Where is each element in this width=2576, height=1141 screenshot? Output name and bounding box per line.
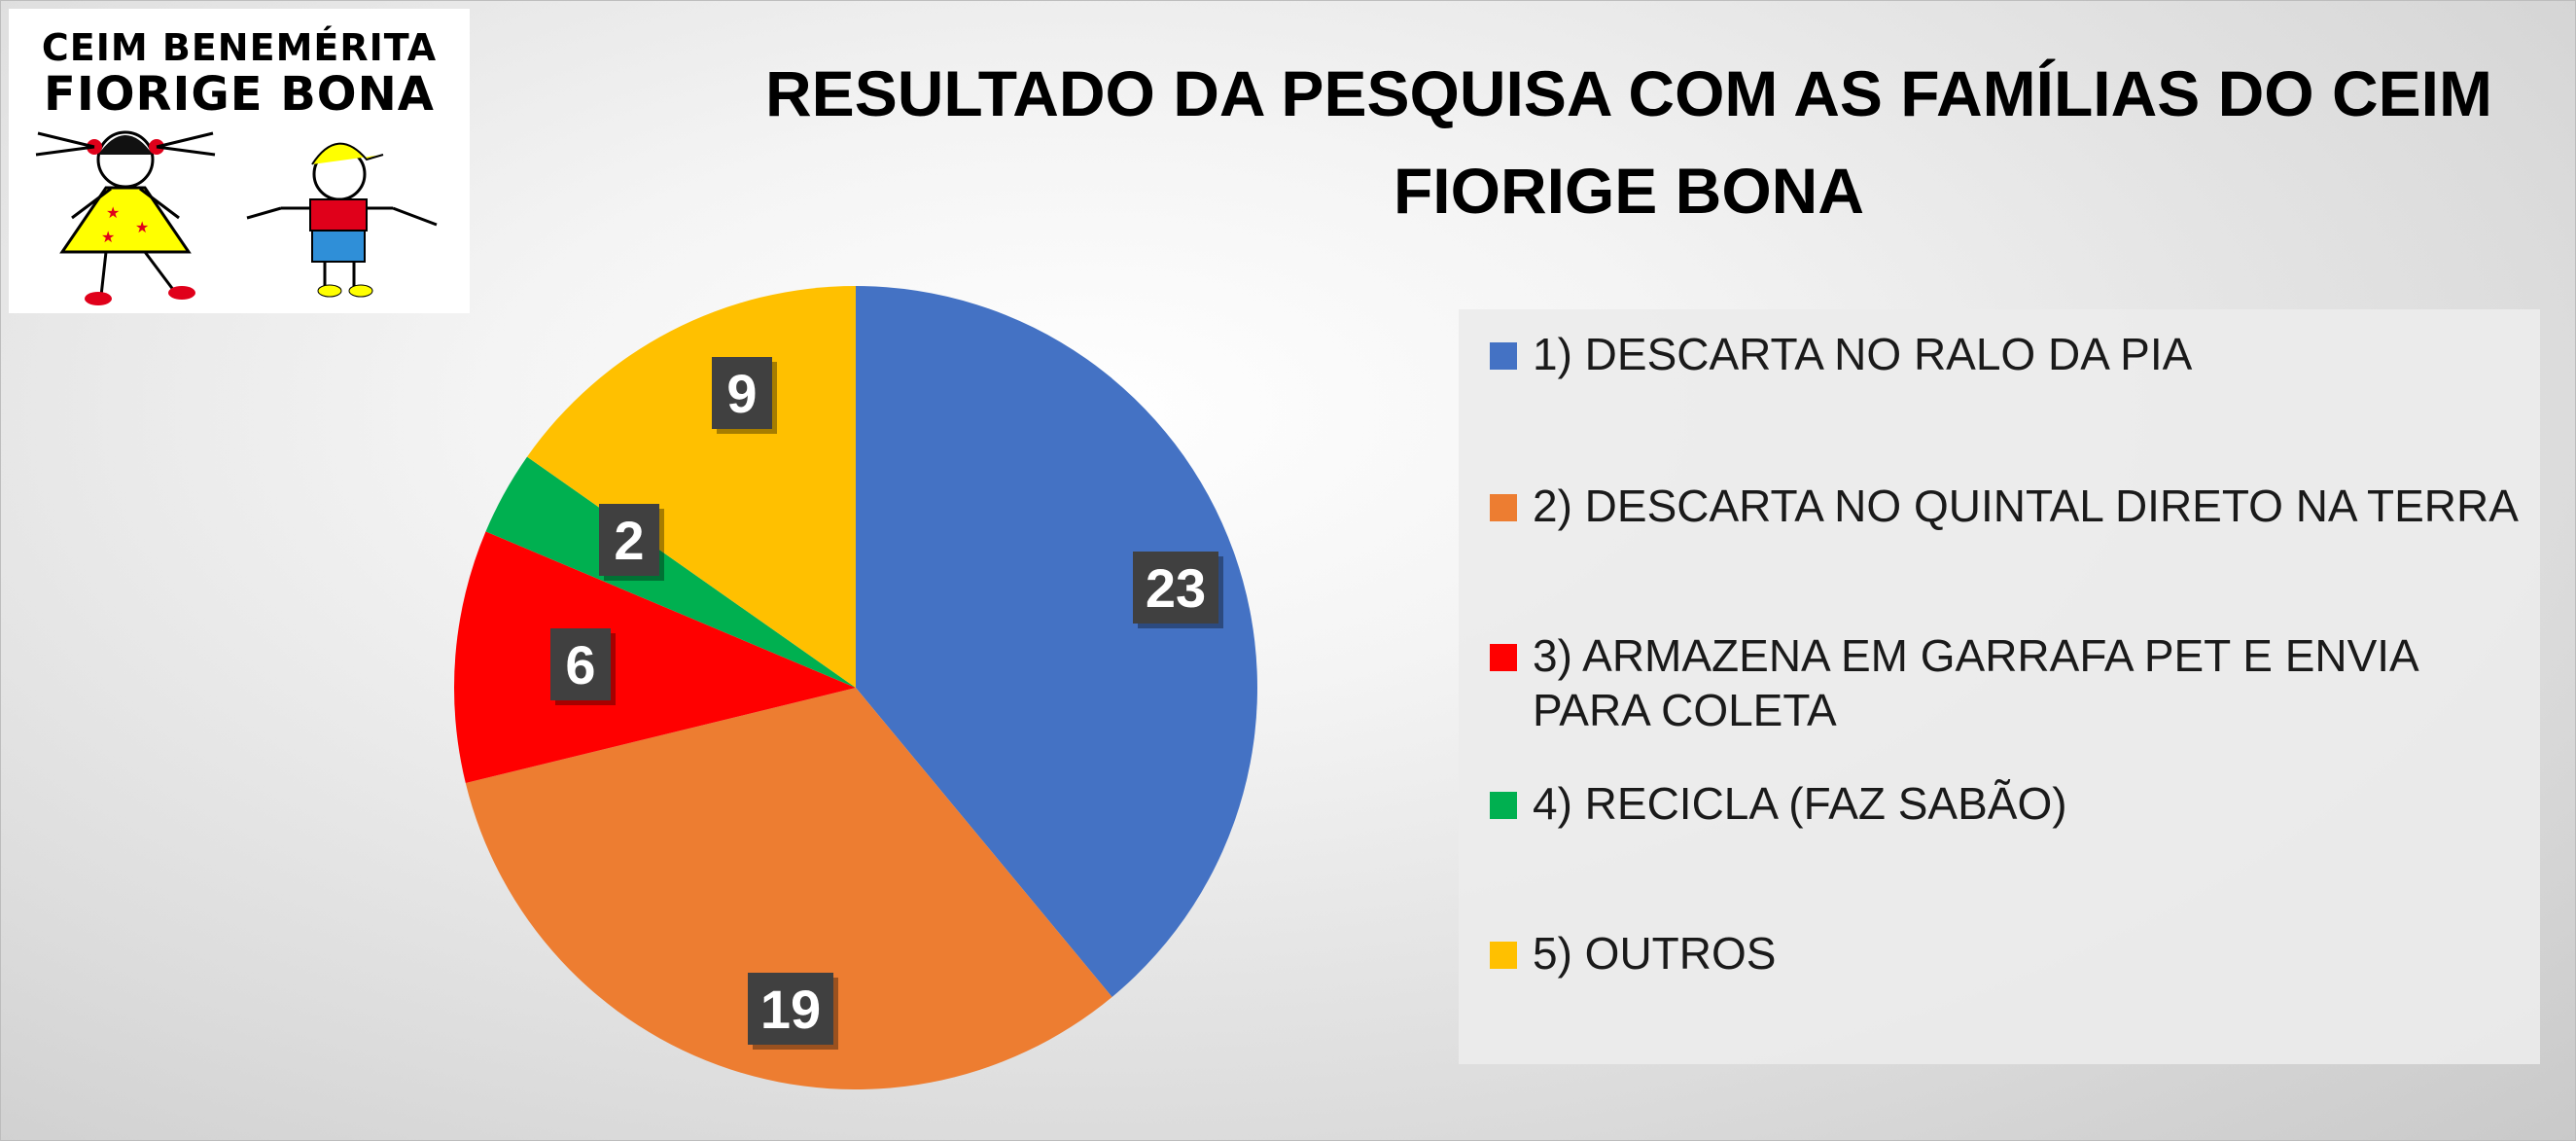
chart-title-line2: FIORIGE BONA — [1393, 155, 1864, 227]
chart-legend: 1) DESCARTA NO RALO DA PIA 2) DESCARTA NO… — [1459, 309, 2540, 1064]
legend-label: 1) DESCARTA NO RALO DA PIA — [1533, 327, 2524, 381]
legend-label-line: 2) DESCARTA NO QUINTAL DIRETO NA TERRA — [1533, 481, 2519, 531]
data-label-garrafa-pet: 6 — [550, 628, 616, 705]
pie-slice-recicla — [485, 456, 856, 688]
data-label-text: 19 — [760, 979, 821, 1040]
legend-swatch — [1490, 792, 1517, 819]
svg-text:★: ★ — [135, 220, 149, 236]
svg-text:★: ★ — [101, 230, 115, 246]
pie-slice-outros — [527, 286, 856, 688]
legend-swatch — [1490, 494, 1517, 521]
legend-label-line: 5) OUTROS — [1533, 928, 1777, 979]
logo-text-line2: FIORIGE BONA — [44, 67, 435, 122]
data-label-outros: 9 — [712, 357, 777, 434]
legend-item-garrafa-pet: 3) ARMAZENA EM GARRAFA PET E ENVIA PARA C… — [1490, 628, 2524, 737]
svg-text:★: ★ — [106, 205, 120, 222]
school-logo: CEIM BENEMÉRITA FIORIGE BONA ★ ★ ★ — [9, 9, 470, 313]
legend-item-quintal: 2) DESCARTA NO QUINTAL DIRETO NA TERRA — [1490, 479, 2524, 533]
legend-swatch — [1490, 942, 1517, 969]
legend-label: 5) OUTROS — [1533, 926, 2524, 981]
data-label-quintal: 19 — [748, 973, 838, 1050]
legend-label-line: PARA COLETA — [1533, 685, 1837, 735]
legend-label: 3) ARMAZENA EM GARRAFA PET E ENVIA PARA C… — [1533, 628, 2524, 737]
pie-slice-ralo-da-pia — [856, 286, 1258, 997]
chart-title: RESULTADO DA PESQUISA COM AS FAMÍLIAS DO… — [681, 45, 2576, 239]
data-label-text: 9 — [726, 363, 757, 424]
data-label-text: 23 — [1146, 557, 1206, 619]
data-label-ralo-da-pia: 23 — [1133, 552, 1223, 628]
children-drawing-icon: ★ ★ ★ — [35, 130, 438, 305]
data-label-text: 2 — [614, 510, 644, 571]
data-label-text: 6 — [565, 634, 595, 695]
legend-label-line: 1) DESCARTA NO RALO DA PIA — [1533, 329, 2193, 379]
legend-label: 4) RECICLA (FAZ SABÃO) — [1533, 776, 2524, 831]
chart-title-line1: RESULTADO DA PESQUISA COM AS FAMÍLIAS DO… — [765, 57, 2492, 129]
legend-swatch — [1490, 644, 1517, 671]
legend-label-line: 4) RECICLA (FAZ SABÃO) — [1533, 778, 2067, 829]
legend-label-line: 3) ARMAZENA EM GARRAFA PET E ENVIA — [1533, 630, 2419, 681]
legend-swatch — [1490, 342, 1517, 370]
legend-label: 2) DESCARTA NO QUINTAL DIRETO NA TERRA — [1533, 479, 2524, 533]
legend-item-ralo-da-pia: 1) DESCARTA NO RALO DA PIA — [1490, 327, 2524, 381]
pie-slice-quintal — [465, 688, 1112, 1089]
legend-item-outros: 5) OUTROS — [1490, 926, 2524, 981]
pie-slice-garrafa-pet — [454, 531, 856, 784]
logo-text-line1: CEIM BENEMÉRITA — [41, 26, 438, 69]
data-label-recicla: 2 — [599, 504, 664, 581]
legend-item-recicla: 4) RECICLA (FAZ SABÃO) — [1490, 776, 2524, 831]
